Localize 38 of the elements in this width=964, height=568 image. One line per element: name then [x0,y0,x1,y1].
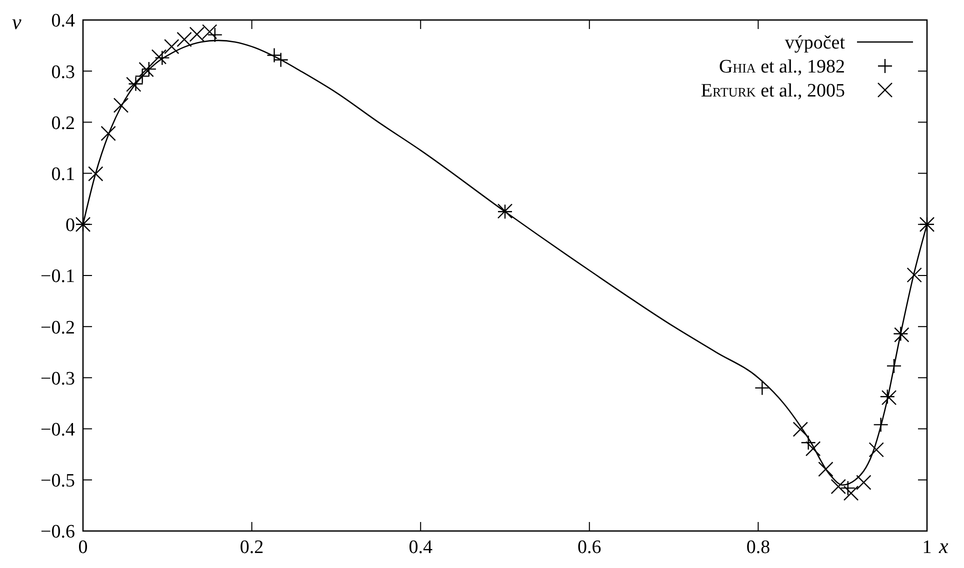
x-tick-label: 0.4 [408,537,433,558]
legend-label: Ghia et al., 1982 [718,56,845,78]
point [906,267,922,283]
legend-label: výpočet [784,32,846,54]
y-tick-label: −0.4 [40,419,76,440]
point [164,38,180,54]
y-tick-label: −0.5 [40,470,75,492]
y-tick-label: −0.1 [40,266,75,288]
y-tick-label: 0 [66,215,75,236]
y-tick-label: −0.6 [40,522,75,543]
point [843,486,859,501]
y-axis-title: v [12,10,22,34]
x-axis-title: x [938,534,949,558]
x-tick-label: 0.8 [746,537,770,558]
point [840,480,856,496]
point [830,478,846,494]
point [100,126,116,142]
point [207,27,223,42]
y-tick-label: 0.3 [51,62,75,83]
legend-label: Erturk et al., 2005 [700,80,845,102]
y-tick-label: 0.4 [51,10,76,32]
y-tick-label: 0.1 [51,164,75,185]
point [868,442,884,458]
point [818,462,834,477]
point [113,98,129,113]
point [805,441,821,456]
point [88,166,104,182]
x-tick-label: 1 [922,537,932,558]
point [151,49,167,64]
point [792,422,808,437]
point [138,62,154,78]
x-tick-label: 0.6 [578,537,602,558]
x-tick-label: 0.2 [240,537,264,558]
point [176,32,192,48]
y-tick-label: 0.2 [51,112,75,134]
y-tick-label: −0.2 [40,317,75,338]
y-tick-label: −0.3 [40,368,75,390]
point [856,474,872,490]
